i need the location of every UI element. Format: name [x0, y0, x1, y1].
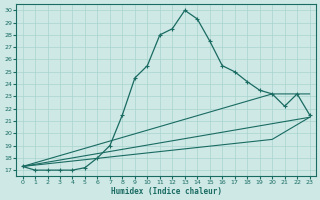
- X-axis label: Humidex (Indice chaleur): Humidex (Indice chaleur): [111, 187, 221, 196]
